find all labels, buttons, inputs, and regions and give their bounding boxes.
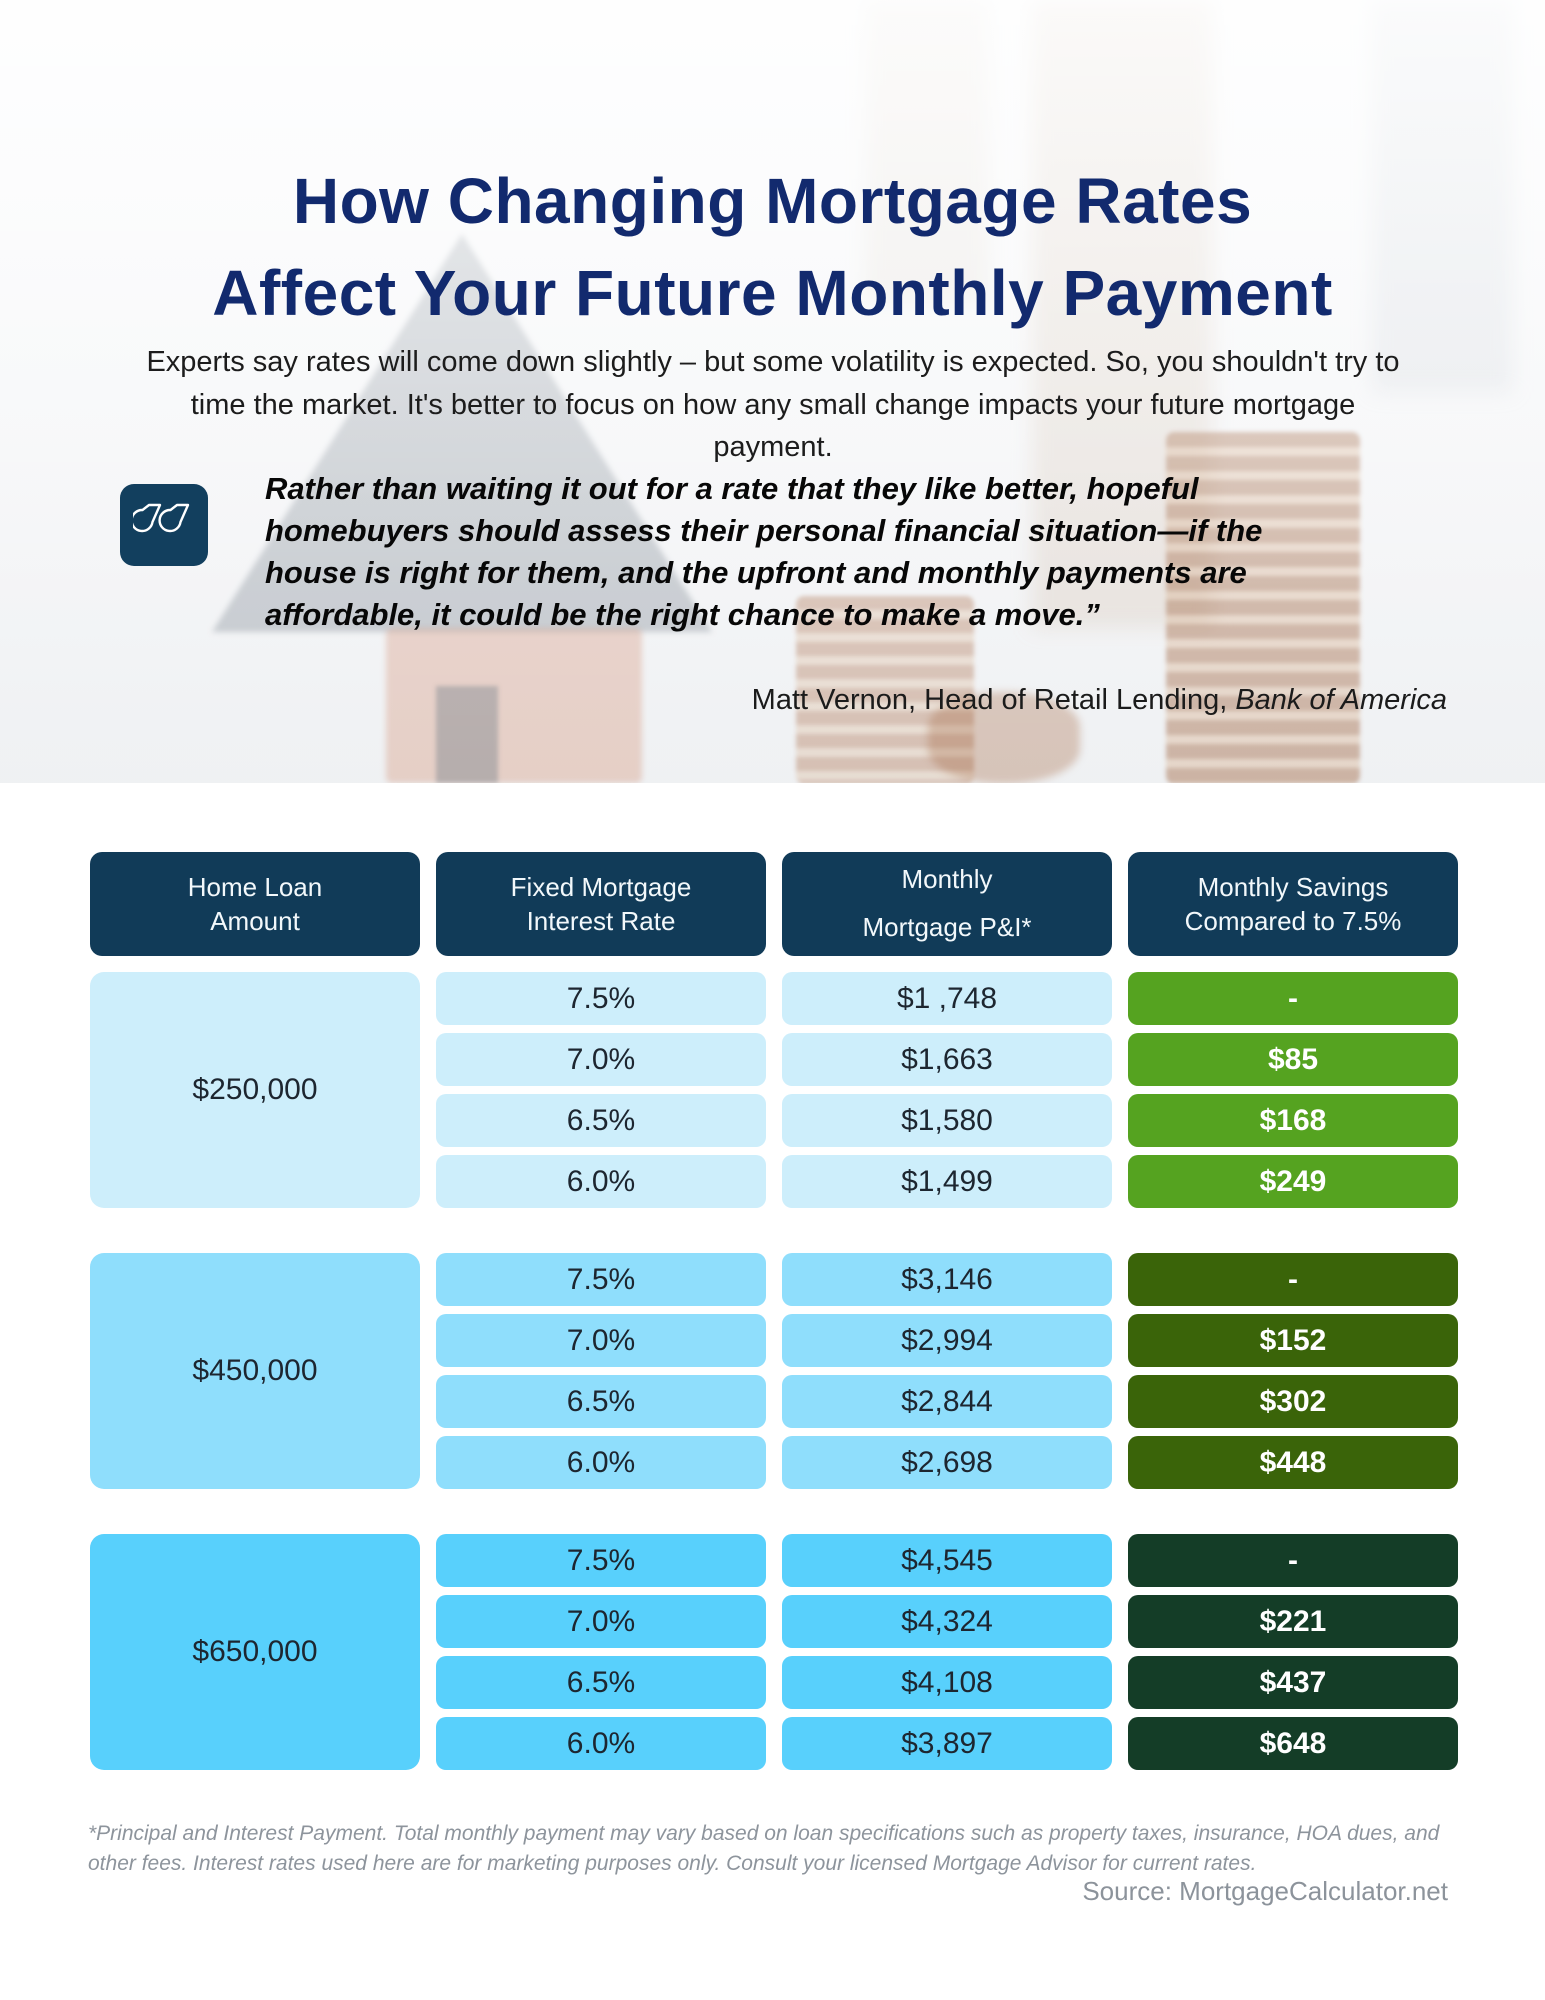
attribution-company: Bank of America (1235, 684, 1447, 716)
rate-cell: 6.0% (436, 1717, 766, 1770)
source-credit: Source: MortgageCalculator.net (1082, 1876, 1448, 1906)
rate-cell: 7.0% (436, 1033, 766, 1086)
loan-amount-cell: $650,000 (90, 1534, 420, 1770)
header-text: Compared to 7.5% (1184, 906, 1402, 936)
savings-cell: $648 (1128, 1717, 1458, 1770)
savings-cell: $152 (1128, 1314, 1458, 1367)
quote-attribution: Matt Vernon, Head of Retail Lending, Ban… (752, 684, 1447, 717)
header-text: Monthly (901, 864, 993, 894)
rate-cell: 7.5% (436, 972, 766, 1025)
expert-quote: Rather than waiting it out for a rate th… (265, 471, 1263, 632)
payment-cell: $2,844 (782, 1375, 1112, 1428)
mortgage-rate-table: Home Loan Amount Fixed Mortgage Interest… (90, 852, 1458, 1770)
double-quote-glyph (133, 503, 190, 533)
loan-amount-cell: $250,000 (90, 972, 420, 1208)
savings-cell: $249 (1128, 1155, 1458, 1208)
rate-cell: 6.5% (436, 1375, 766, 1428)
savings-cell: - (1128, 972, 1458, 1025)
background-house-body (386, 628, 642, 783)
footnote-disclaimer: *Principal and Interest Payment. Total m… (88, 1822, 1440, 1875)
header-cell-monthly-savings: Monthly Savings Compared to 7.5% (1128, 852, 1458, 956)
loan-amount-cell: $450,000 (90, 1253, 420, 1489)
header-cell-fixed-rate: Fixed Mortgage Interest Rate (436, 852, 766, 956)
rate-cell: 7.0% (436, 1595, 766, 1648)
payment-cell: $2,994 (782, 1314, 1112, 1367)
header-text: Mortgage P&I* (862, 912, 1032, 942)
savings-cell: $85 (1128, 1033, 1458, 1086)
page-title-line2: Affect Your Future Monthly Payment (212, 256, 1333, 329)
savings-cell: $168 (1128, 1094, 1458, 1147)
payment-cell: $4,324 (782, 1595, 1112, 1648)
header-text: Interest Rate (526, 906, 676, 936)
payment-cell: $4,545 (782, 1534, 1112, 1587)
rate-cell: 6.0% (436, 1436, 766, 1489)
header-cell-monthly-pi: Monthly Mortgage P&I* (782, 852, 1112, 956)
payment-cell: $1,499 (782, 1155, 1112, 1208)
attribution-name-role: Matt Vernon, Head of Retail Lending, (751, 684, 1236, 716)
savings-cell: $302 (1128, 1375, 1458, 1428)
header-text: Home Loan (187, 872, 323, 902)
savings-cell: $437 (1128, 1656, 1458, 1709)
savings-cell: - (1128, 1534, 1458, 1587)
payment-cell: $4,108 (782, 1656, 1112, 1709)
payment-cell: $3,897 (782, 1717, 1112, 1770)
rate-cell: 7.5% (436, 1534, 766, 1587)
payment-cell: $1 ,748 (782, 972, 1112, 1025)
rate-cell: 6.0% (436, 1155, 766, 1208)
header-cell-home-loan-amount: Home Loan Amount (90, 852, 420, 956)
quote-icon (120, 484, 208, 566)
header-text: Monthly Savings (1197, 872, 1389, 902)
header-text: Fixed Mortgage (510, 872, 692, 902)
rate-cell: 7.5% (436, 1253, 766, 1306)
rate-cell: 6.5% (436, 1656, 766, 1709)
payment-cell: $1,663 (782, 1033, 1112, 1086)
header-text: Amount (210, 906, 300, 936)
savings-cell: - (1128, 1253, 1458, 1306)
page-title-line1: How Changing Mortgage Rates (292, 164, 1253, 237)
page-title: How Changing Mortgage Rates Affect Your … (0, 155, 1545, 339)
payment-cell: $3,146 (782, 1253, 1112, 1306)
rate-cell: 6.5% (436, 1094, 766, 1147)
payment-cell: $1,580 (782, 1094, 1112, 1147)
savings-cell: $221 (1128, 1595, 1458, 1648)
savings-cell: $448 (1128, 1436, 1458, 1489)
hero-section: How Changing Mortgage Rates Affect Your … (0, 0, 1545, 783)
rate-cell: 7.0% (436, 1314, 766, 1367)
background-house-door (436, 686, 498, 783)
payment-cell: $2,698 (782, 1436, 1112, 1489)
intro-paragraph: Experts say rates will come down slightl… (146, 346, 1400, 463)
